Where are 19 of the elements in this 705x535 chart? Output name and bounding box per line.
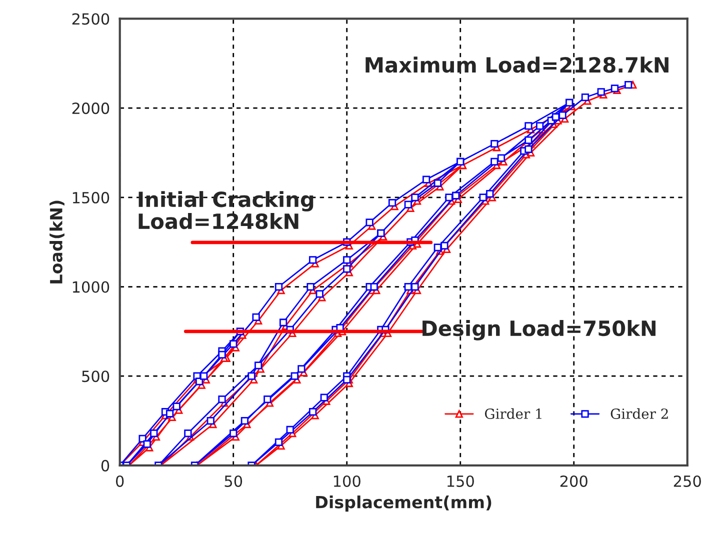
x-axis-title: Displacement(mm) xyxy=(316,496,492,512)
y-tick-label: 1500 xyxy=(72,192,110,204)
annotation: Maximum Load=2128.7kN xyxy=(366,56,668,73)
y-tick-label: 2500 xyxy=(72,13,110,25)
x-tick-label: 250 xyxy=(674,475,701,487)
x-tick-label: 150 xyxy=(447,475,474,487)
annotation: Initial Cracking Load=1248kN xyxy=(138,191,314,230)
y-tick-label: 1000 xyxy=(72,281,110,293)
y-tick-label: 500 xyxy=(82,370,110,382)
legend-label: Girder 1 xyxy=(484,408,542,419)
x-tick-label: 200 xyxy=(560,475,588,487)
annotation: Design Load=750kN xyxy=(422,320,656,340)
y-tick-label: 2000 xyxy=(72,102,110,114)
y-tick-label: 0 xyxy=(101,460,110,472)
x-tick-label: 0 xyxy=(116,475,124,487)
x-tick-label: 100 xyxy=(334,475,360,487)
x-tick-label: 50 xyxy=(224,475,242,487)
y-axis-title: Load(kN) xyxy=(50,200,64,284)
legend-label: Girder 2 xyxy=(610,408,668,419)
